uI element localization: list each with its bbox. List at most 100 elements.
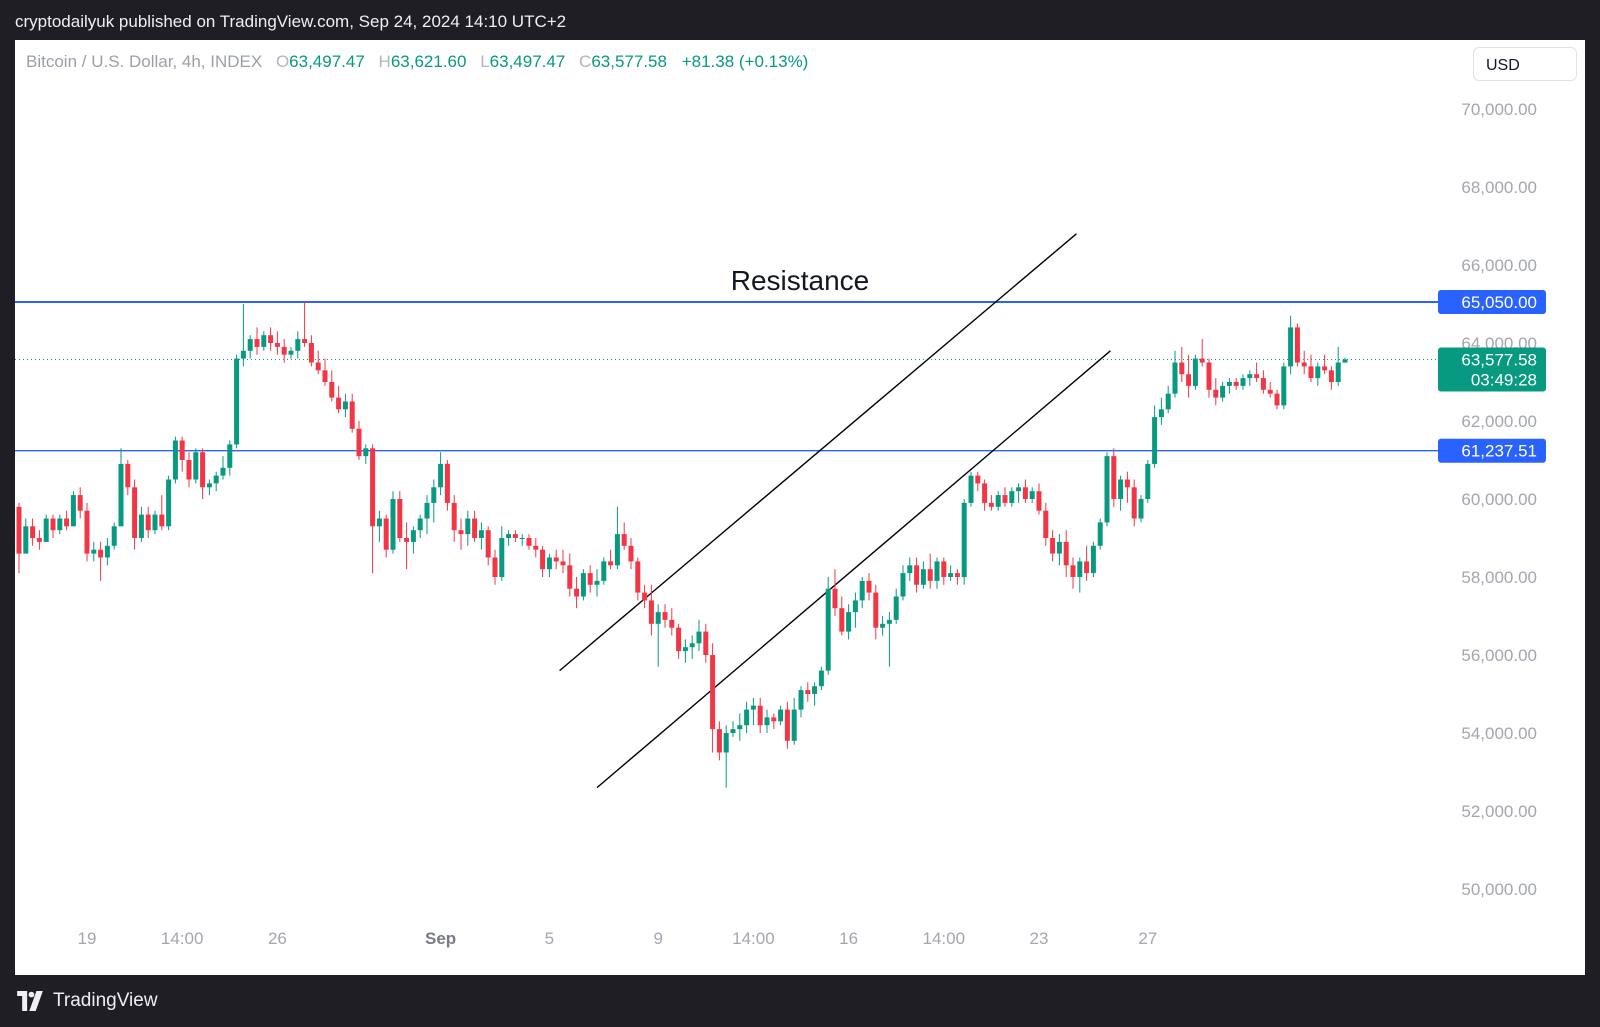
candle-body [805,690,811,694]
chart-panel[interactable] [15,40,1585,975]
candle-body [574,588,580,597]
candle-body [859,580,865,601]
candle-body [138,514,144,538]
candle-body [159,514,165,527]
candle-body [757,705,763,726]
candle-body [642,592,648,601]
candle-body [132,487,138,538]
candle-body [567,565,573,589]
candle-body [1322,366,1328,371]
candle-body [546,557,552,570]
candle-body [941,561,947,577]
y-tick-label: 66,000.00 [1461,256,1537,275]
x-tick-label: 26 [268,929,287,948]
candle-body [247,339,253,351]
candle-body [1158,409,1164,418]
candle-body [444,463,450,503]
candle-body [1192,358,1198,386]
candle-body [1063,541,1069,566]
candle-body [526,538,532,546]
level-price-tag [1438,290,1546,315]
candle-body [907,565,913,574]
candle-body [1090,545,1096,574]
candle-body [1233,382,1239,386]
candle-body [1172,362,1178,394]
candle-body [519,538,525,539]
candle-body [744,709,750,726]
x-tick-label: 27 [1138,929,1157,948]
candle-body [710,655,716,730]
y-tick-label: 60,000.00 [1461,490,1537,509]
candle-body [1029,491,1035,499]
low-value: 63,497.47 [489,52,566,71]
candle-body [655,612,661,624]
candle-body [968,475,974,503]
channel-upper-line [559,233,1077,672]
candle-body [533,545,539,550]
candle-body [628,545,634,562]
candle-body [689,643,695,648]
candle-body [404,538,410,542]
candle-body [349,401,355,429]
candle-body [302,339,308,343]
candle-body [1056,541,1062,554]
candle-body [234,358,240,445]
candle-body [193,452,199,480]
candle-body [288,350,294,355]
symbol-title[interactable]: Bitcoin / U.S. Dollar, 4h, INDEX [26,52,263,71]
candle-body [1213,389,1219,398]
candle-body [1002,495,1008,503]
candle-body [1043,510,1049,538]
candle-body [1124,479,1130,488]
candle-body [472,518,478,538]
x-tick-label: 16 [839,929,858,948]
candle-body [975,475,981,484]
x-tick-label: 14:00 [923,929,966,948]
x-tick-label: Sep [425,929,456,948]
level-price-tag [1438,438,1546,463]
y-tick-label: 58,000.00 [1461,568,1537,587]
candle-body [784,709,790,741]
y-tick-label: 70,000.00 [1461,100,1537,119]
candle-body [750,705,756,710]
candle-body [852,600,858,613]
candle-body [64,518,70,527]
candle-body [57,518,63,531]
currency-button[interactable]: USD [1473,47,1577,81]
candle-body [1220,385,1226,398]
candle-body [995,495,1001,507]
candle-body [84,510,90,554]
candle-body [614,534,620,566]
candle-body [329,382,335,398]
candle-body [900,573,906,597]
candle-body [390,499,396,550]
candle-body [485,530,491,558]
candle-body [438,463,444,488]
publisher-line: cryptodailyuk published on TradingView.c… [15,12,567,31]
candle-body [866,580,872,593]
candle-body [227,444,233,468]
x-tick-label: 14:00 [161,929,204,948]
candle-body [560,561,566,566]
open-label: O [275,52,290,71]
y-tick-label: 52,000.00 [1461,802,1537,821]
tradingview-logo: TradingView [15,990,158,1012]
candle-body [825,588,831,671]
y-tick-label: 56,000.00 [1461,646,1537,665]
candle-body [1247,374,1253,379]
candle-body [458,530,464,535]
candle-body [70,495,76,527]
y-tick-label: 50,000.00 [1461,880,1537,899]
candle-body [424,502,430,519]
candle-body [336,397,342,410]
x-tick-label: 9 [653,929,662,948]
candle-body [50,518,56,531]
candle-body [308,343,314,363]
candle-body [648,600,654,624]
candle-body [723,733,729,753]
symbol-header: Bitcoin / U.S. Dollar, 4h, INDEX O 63,497… [26,52,808,72]
candle-body [676,627,682,652]
candle-body [662,612,668,620]
candle-body [1315,366,1321,379]
